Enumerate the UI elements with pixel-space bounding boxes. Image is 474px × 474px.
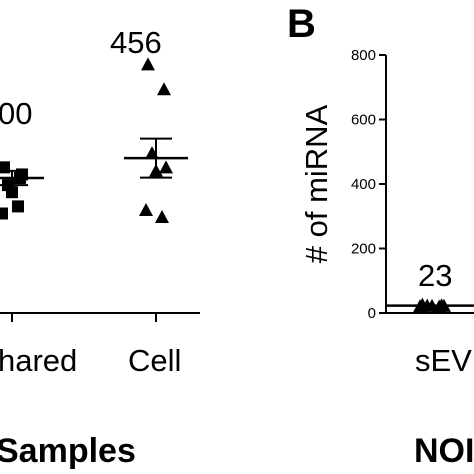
panel-a-point xyxy=(0,207,8,220)
panel-a-x-axis xyxy=(0,312,200,322)
panel-b-mean-label-0: 23 xyxy=(418,258,452,293)
panel-a-point xyxy=(141,57,155,71)
panel-b: B # of miRNA 0 200 400 600 800 23 sEV NOI xyxy=(287,2,474,470)
panel-b-y-tick-label: 200 xyxy=(351,241,376,258)
panel-a-means xyxy=(0,137,188,187)
panel-a-mean-label-0: 00 xyxy=(0,96,32,131)
panel-a-mean-label-1: 456 xyxy=(110,25,162,60)
panel-a-x-tick-0: hared xyxy=(0,343,77,378)
panel-b-y-tick-label: 0 xyxy=(368,305,376,322)
panel-a-x-tick-1: Cell xyxy=(128,343,181,378)
panel-a-point xyxy=(155,210,169,224)
panel-a-points xyxy=(0,57,173,224)
panel-a-point xyxy=(139,202,153,216)
panel-b-y-tick-label: 800 xyxy=(351,47,376,64)
panel-a-point xyxy=(157,82,171,96)
panel-b-y-tick-label: 600 xyxy=(351,112,376,129)
panel-b-y-ticks: 0 200 400 600 800 xyxy=(351,47,386,322)
panel-a: 00 456 hared Cell Samples xyxy=(0,25,200,470)
panel-a-point xyxy=(159,160,173,174)
panel-a-point xyxy=(0,161,10,174)
panel-a-point xyxy=(6,186,18,199)
panel-a-point xyxy=(12,200,24,213)
panel-b-y-label: # of miRNA xyxy=(299,104,334,263)
panel-b-x-label: NOI xyxy=(414,432,474,470)
panel-b-y-tick-label: 400 xyxy=(351,176,376,193)
panel-b-label: B xyxy=(287,2,316,46)
panel-b-x-tick-0: sEV xyxy=(415,343,472,378)
panel-a-x-label: Samples xyxy=(0,432,136,470)
